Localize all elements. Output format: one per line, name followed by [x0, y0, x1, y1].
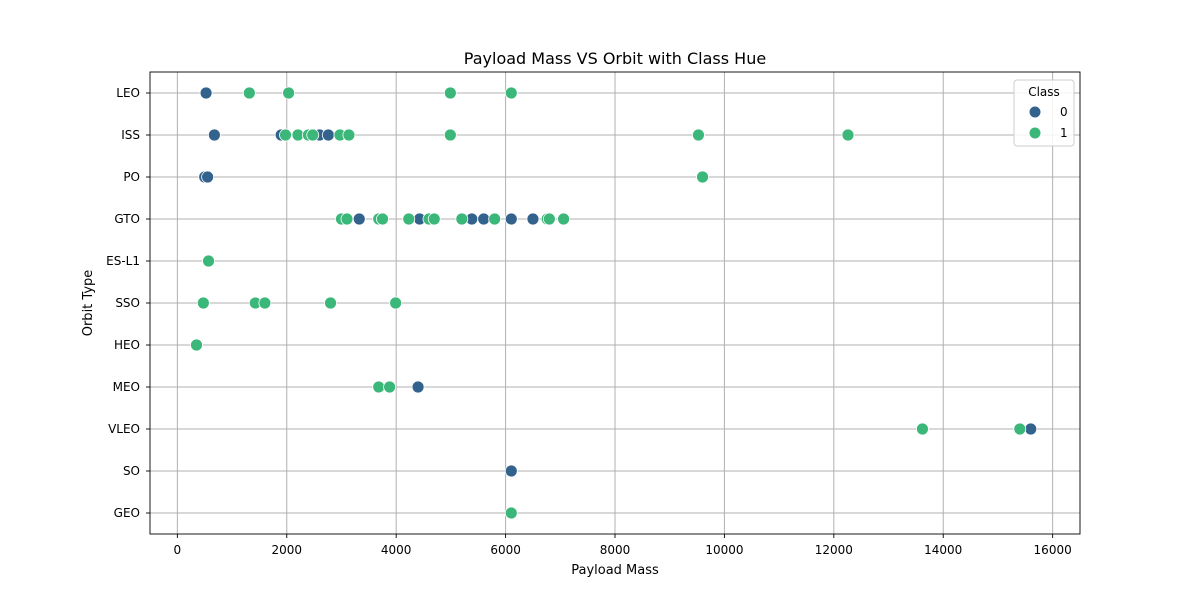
y-tick-label: LEO — [116, 86, 140, 100]
y-tick-label: VLEO — [108, 422, 140, 436]
legend: Class 0 1 — [1013, 79, 1075, 147]
data-points — [190, 86, 1038, 520]
data-point-class-0 — [504, 464, 518, 478]
data-point-class-1 — [258, 296, 272, 310]
data-point-class-1 — [692, 128, 705, 142]
x-tick-label: 4000 — [381, 543, 412, 557]
data-point-class-1 — [402, 212, 416, 226]
data-point-class-1 — [242, 86, 256, 100]
data-point-class-1 — [443, 86, 457, 100]
data-point-class-1 — [376, 212, 389, 226]
y-tick-label: SSO — [115, 296, 140, 310]
data-point-class-1 — [279, 128, 292, 142]
x-tick-label: 0 — [174, 543, 182, 557]
data-point-class-1 — [443, 128, 457, 142]
data-point-class-1 — [282, 86, 296, 100]
data-point-class-1 — [340, 212, 354, 226]
x-tick-label: 16000 — [1034, 543, 1072, 557]
y-tick-label: GEO — [114, 506, 140, 520]
data-point-class-1 — [383, 380, 397, 394]
plot-frame — [149, 71, 1081, 535]
data-point-class-1 — [190, 338, 203, 352]
legend-box — [1013, 79, 1075, 147]
data-point-class-0 — [199, 86, 213, 100]
data-point-class-1 — [488, 212, 502, 226]
y-tick-label: GTO — [114, 212, 140, 226]
data-point-class-1 — [427, 212, 441, 226]
data-point-class-0 — [1024, 422, 1038, 436]
data-point-class-0 — [526, 212, 540, 226]
x-tick-label: 14000 — [924, 543, 962, 557]
x-tick-label: 10000 — [705, 543, 743, 557]
legend-label-class-0: 0 — [1060, 105, 1068, 119]
y-tick-label: PO — [123, 170, 140, 184]
data-point-class-1 — [1013, 422, 1027, 436]
data-point-class-1 — [557, 212, 570, 226]
data-point-class-1 — [342, 128, 356, 142]
y-tick-label: MEO — [113, 380, 140, 394]
x-tick-label: 2000 — [271, 543, 302, 557]
data-point-class-1 — [841, 128, 855, 142]
legend-marker-class-0 — [1028, 105, 1042, 119]
data-point-class-1 — [542, 212, 556, 226]
y-tick-label: HEO — [114, 338, 140, 352]
data-point-class-1 — [372, 380, 386, 394]
x-axis-label: Payload Mass — [571, 563, 659, 578]
data-point-class-1 — [916, 422, 929, 436]
legend-marker-class-1 — [1028, 126, 1042, 140]
data-point-class-1 — [504, 506, 518, 520]
legend-label-class-1: 1 — [1060, 126, 1068, 140]
data-point-class-0 — [504, 212, 518, 226]
y-tick-label: SO — [123, 464, 140, 478]
data-point-class-0 — [477, 212, 491, 226]
data-point-class-0 — [321, 128, 335, 142]
grid-lines — [150, 72, 1080, 534]
legend-title: Class — [1028, 85, 1060, 99]
data-point-class-1 — [696, 170, 709, 184]
data-point-class-0 — [352, 212, 366, 226]
x-tick-label: 8000 — [600, 543, 631, 557]
data-point-class-1 — [389, 296, 403, 310]
x-axis-ticks: 0 2000 4000 6000 8000 10000 12000 14000 16000 — [174, 534, 1072, 557]
y-axis-ticks: LEO ISS PO GTO ES-L1 SSO HEO MEO VLEO SO GEO — [106, 86, 150, 520]
y-tick-label: ISS — [121, 128, 140, 142]
data-point-class-1 — [202, 254, 215, 268]
data-point-class-0 — [201, 170, 215, 184]
data-point-class-1 — [196, 296, 210, 310]
data-point-class-1 — [504, 86, 518, 100]
y-axis-label: Orbit Type — [81, 270, 96, 337]
y-tick-label: ES-L1 — [106, 254, 140, 268]
chart-title: Payload Mass VS Orbit with Class Hue — [464, 49, 766, 68]
data-point-class-1 — [324, 296, 337, 310]
data-point-class-1 — [306, 128, 320, 142]
x-tick-label: 6000 — [490, 543, 521, 557]
data-point-class-1 — [455, 212, 469, 226]
data-point-class-0 — [207, 128, 221, 142]
x-tick-label: 12000 — [815, 543, 853, 557]
data-point-class-0 — [411, 380, 425, 394]
